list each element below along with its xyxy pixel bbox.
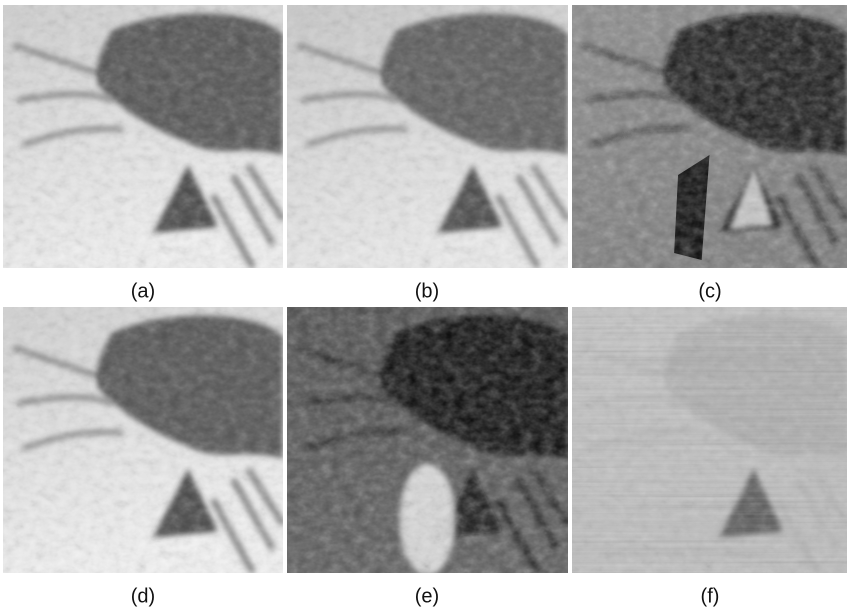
texture <box>287 5 568 268</box>
image-tile <box>572 5 847 268</box>
image-tile <box>3 5 283 268</box>
texture <box>287 307 568 573</box>
texture <box>3 307 283 573</box>
caption: (b) <box>415 280 439 302</box>
texture <box>3 5 283 268</box>
texture <box>572 5 847 268</box>
image-tile <box>287 5 568 268</box>
caption: (d) <box>131 585 155 607</box>
caption: (c) <box>698 280 721 302</box>
stripes <box>572 307 847 573</box>
caption: (a) <box>131 280 155 302</box>
image-tile <box>287 307 568 575</box>
caption: (f) <box>701 585 720 607</box>
caption: (e) <box>415 585 439 607</box>
figure: (a) (b) (c) (d) (e) (f) <box>0 0 849 610</box>
page: (a) (b) (c) (d) (e) (f) (() => { const d… <box>0 0 849 610</box>
image-tile <box>572 307 847 573</box>
image-tile <box>3 307 283 573</box>
